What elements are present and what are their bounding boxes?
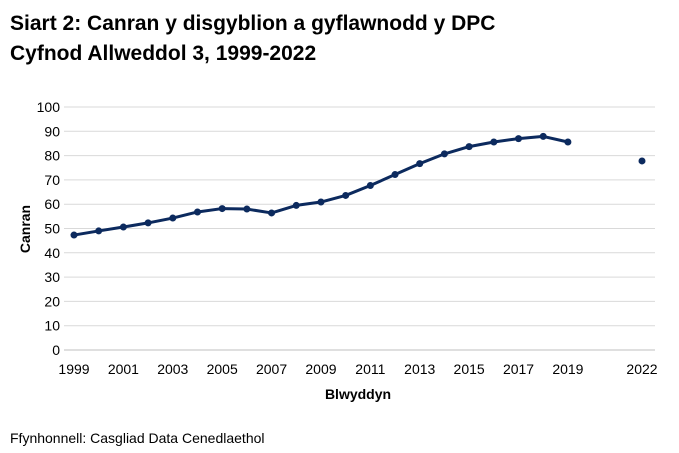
y-tick-label: 40 [44, 245, 60, 261]
y-tick-label: 100 [37, 99, 61, 115]
y-tick-label: 30 [44, 269, 60, 285]
data-point [440, 150, 448, 158]
x-tick-label: 2007 [256, 361, 287, 377]
data-point [515, 135, 523, 143]
data-point [490, 138, 498, 146]
data-point [95, 227, 103, 235]
y-tick-label: 70 [44, 172, 60, 188]
data-point [342, 191, 350, 199]
data-point [70, 231, 78, 239]
chart-title: Siart 2: Canran y disgyblion a gyflawnod… [10, 12, 495, 35]
data-point [638, 157, 646, 165]
x-tick-label: 1999 [58, 361, 89, 377]
x-tick-label: 2022 [626, 361, 657, 377]
x-tick-label: 2013 [404, 361, 435, 377]
data-point [564, 138, 572, 146]
y-tick-label: 90 [44, 123, 60, 139]
x-tick-label: 2009 [305, 361, 336, 377]
source-note: Ffynhonnell: Casgliad Data Cenedlaethol [10, 430, 265, 446]
data-point [465, 143, 473, 151]
y-tick-label: 10 [44, 318, 60, 334]
chart-title: Cyfnod Allweddol 3, 1999-2022 [10, 42, 316, 65]
data-point [416, 160, 424, 168]
data-point [366, 181, 374, 189]
data-point [169, 214, 177, 222]
data-point [268, 209, 276, 217]
data-point [292, 201, 300, 209]
series-line [74, 136, 642, 235]
x-tick-label: 2001 [108, 361, 139, 377]
data-point [391, 171, 399, 179]
data-point [193, 208, 201, 216]
y-tick-label: 50 [44, 221, 60, 237]
data-point [539, 132, 547, 140]
y-tick-label: 20 [44, 293, 60, 309]
x-tick-label: 2015 [454, 361, 485, 377]
y-tick-label: 60 [44, 196, 60, 212]
x-tick-label: 2011 [355, 361, 385, 377]
y-axis-label: Canran [17, 205, 33, 253]
x-tick-label: 2005 [207, 361, 238, 377]
data-point [119, 223, 127, 231]
x-axis-label: Blwyddyn [325, 386, 391, 402]
x-tick-label: 2017 [503, 361, 534, 377]
x-tick-label: 2019 [552, 361, 583, 377]
y-tick-label: 80 [44, 148, 60, 164]
data-point [144, 219, 152, 227]
y-tick-label: 0 [52, 342, 60, 358]
data-point [243, 205, 251, 213]
data-point [218, 205, 226, 213]
x-tick-label: 2003 [157, 361, 188, 377]
data-point [317, 198, 325, 206]
